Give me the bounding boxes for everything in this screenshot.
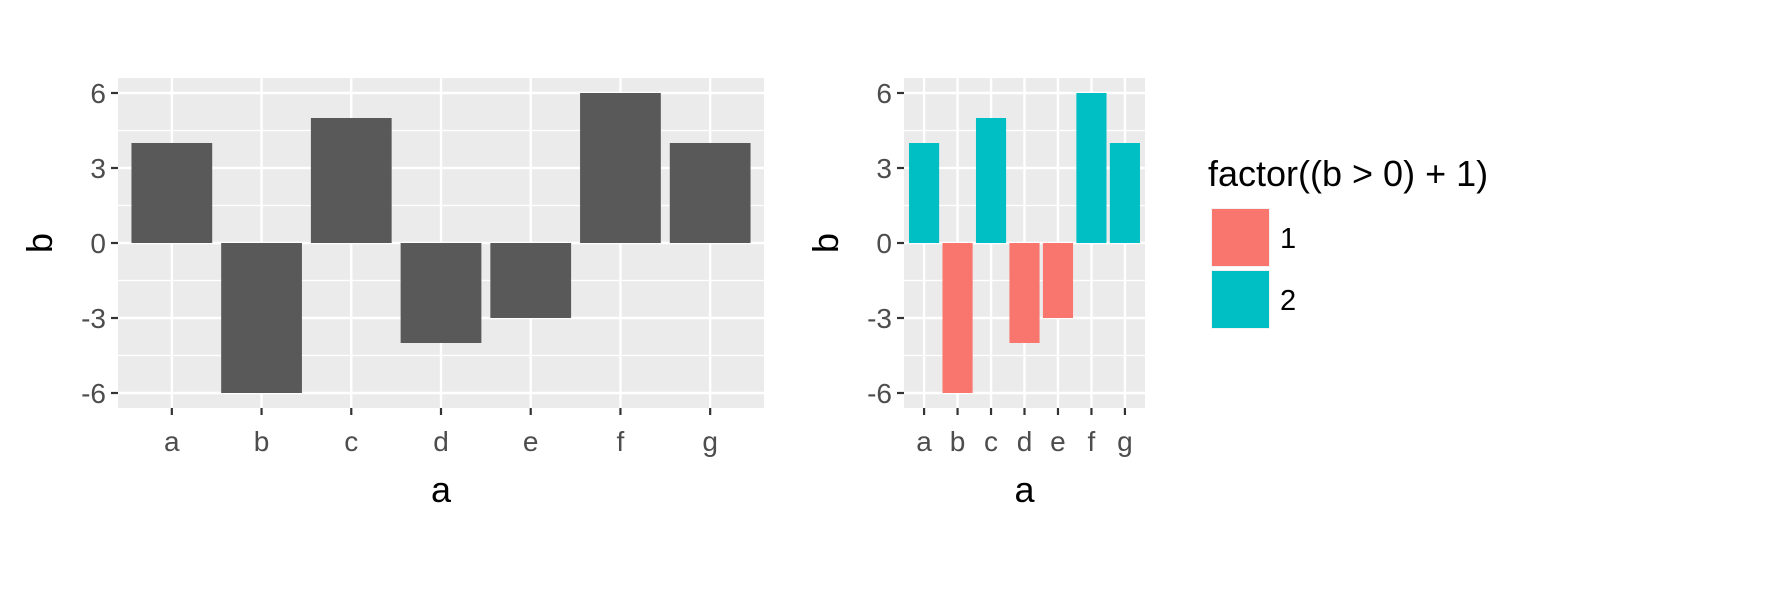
bar-f	[1076, 93, 1107, 243]
bar-a	[909, 143, 940, 243]
bar-e	[1042, 243, 1074, 318]
legend-title: factor((b > 0) + 1)	[1208, 153, 1488, 194]
bar-d	[1009, 243, 1040, 343]
y-tick-label: 6	[876, 78, 892, 109]
y-tick-label: 6	[90, 78, 106, 109]
legend: factor((b > 0) + 1) 1 2	[1208, 153, 1488, 329]
y-tick-label: -6	[867, 378, 892, 409]
bar-c	[975, 118, 1007, 243]
y-tick-label: 0	[90, 228, 106, 259]
x-tick-label: g	[702, 426, 718, 457]
legend-label: 1	[1280, 223, 1296, 255]
x-axis-title: a	[1014, 469, 1035, 510]
y-tick-label: -3	[81, 303, 106, 334]
bar-e	[490, 243, 572, 318]
legend-swatch-1	[1212, 209, 1269, 266]
y-tick-label: 3	[876, 153, 892, 184]
bar-c	[310, 118, 392, 243]
bar-g	[669, 143, 751, 243]
x-tick-label: e	[523, 426, 539, 457]
legend-swatch-2	[1212, 271, 1269, 328]
x-tick-label: a	[916, 426, 932, 457]
bar-f	[580, 93, 661, 243]
x-tick-label: g	[1117, 426, 1133, 457]
x-tick-label: a	[164, 426, 180, 457]
x-tick-label: d	[1017, 426, 1033, 457]
x-tick-label: b	[950, 426, 966, 457]
x-tick-label: e	[1050, 426, 1066, 457]
y-axis-title: b	[19, 233, 60, 253]
x-tick-label: c	[344, 426, 358, 457]
legend-label: 2	[1280, 285, 1296, 317]
y-tick-label: 0	[876, 228, 892, 259]
y-tick-label: -6	[81, 378, 106, 409]
bar-d	[400, 243, 482, 343]
x-axis-title: a	[431, 469, 452, 510]
x-tick-label: f	[617, 426, 625, 457]
bar-b	[942, 243, 973, 393]
x-tick-label: d	[433, 426, 449, 457]
bar-b	[221, 243, 302, 393]
bar-a	[131, 143, 213, 243]
bar-g	[1109, 143, 1140, 243]
y-tick-label: 3	[90, 153, 106, 184]
x-tick-label: b	[254, 426, 270, 457]
x-tick-label: f	[1088, 426, 1096, 457]
y-axis-title: b	[805, 233, 846, 253]
plot-left: -6 -3 0 3 6 a b c d e f g a b	[19, 78, 764, 510]
y-tick-label: -3	[867, 303, 892, 334]
x-tick-label: c	[984, 426, 998, 457]
